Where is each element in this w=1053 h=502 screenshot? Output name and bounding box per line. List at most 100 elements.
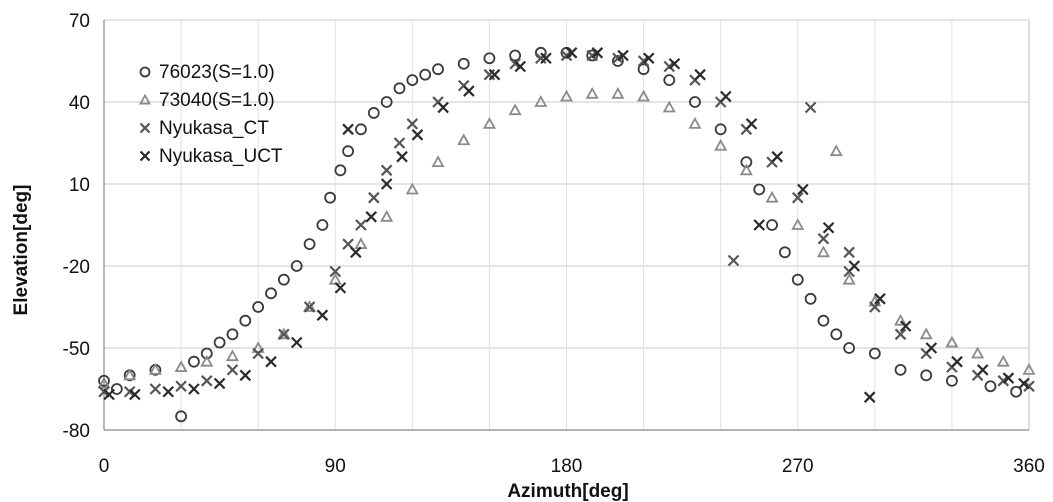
data-point (342, 145, 354, 158)
data-point (688, 117, 702, 129)
y-tick-label: 40 (69, 93, 90, 114)
data-point (239, 314, 252, 327)
data-point (129, 388, 141, 401)
data-point (874, 293, 886, 305)
data-point (727, 254, 740, 267)
data-point (342, 123, 354, 136)
legend-label: 76023(S=1.0) (159, 62, 275, 83)
data-point (797, 183, 809, 196)
data-point (894, 328, 907, 341)
data-point (945, 335, 959, 348)
data-point (411, 129, 424, 141)
data-point (123, 368, 137, 381)
data-point (149, 383, 162, 395)
data-point (277, 273, 290, 286)
data-point (110, 383, 123, 395)
data-point (791, 218, 805, 230)
data-point (303, 301, 316, 313)
data-point (200, 354, 214, 367)
data-point (508, 103, 522, 116)
data-point (463, 85, 475, 97)
data-point (457, 57, 470, 70)
data-point (830, 328, 843, 341)
data-point (822, 221, 835, 234)
data-point (188, 355, 200, 368)
data-point (791, 191, 804, 204)
data-point (779, 246, 791, 259)
data-point (804, 292, 817, 305)
data-point (213, 336, 226, 349)
data-point (252, 347, 264, 360)
data-point (951, 355, 963, 368)
data-point (98, 374, 110, 387)
legend-entry: 76023(S=1.0) (139, 62, 275, 83)
data-point (1002, 372, 1015, 384)
data-point (585, 86, 599, 99)
x-tick-label: 90 (325, 456, 346, 477)
data-point (396, 150, 408, 163)
data-point (380, 178, 393, 190)
data-point (367, 107, 380, 119)
data-point (316, 219, 329, 231)
data-point (303, 300, 317, 312)
data-point (816, 245, 830, 258)
data-point (393, 82, 406, 95)
data-point (894, 363, 907, 376)
data-point (946, 374, 958, 387)
data-point (488, 68, 501, 81)
data-point (662, 100, 676, 113)
data-point (303, 238, 316, 251)
data-point (509, 49, 522, 62)
data-point (334, 164, 347, 177)
data-point (278, 328, 290, 341)
series-0 (98, 46, 1023, 423)
data-point (996, 354, 1010, 367)
data-point (265, 287, 277, 300)
legend-label: Nyukasa_CT (159, 118, 269, 139)
data-point (514, 60, 527, 73)
y-tick-label: 70 (69, 11, 90, 32)
data-point (380, 96, 393, 108)
data-point (919, 327, 933, 340)
data-point (1022, 363, 1036, 375)
data-point (175, 410, 187, 423)
y-tick-label: 10 (69, 175, 90, 196)
data-point (642, 52, 655, 65)
data-point (355, 219, 367, 231)
data-point (380, 164, 393, 177)
data-point (380, 209, 394, 222)
data-point (540, 52, 552, 65)
legend-marker (139, 150, 151, 162)
data-point (663, 74, 676, 87)
data-point (432, 63, 444, 76)
data-point (162, 385, 175, 398)
data-point (771, 150, 783, 163)
data-point (843, 246, 855, 259)
data-point (535, 52, 547, 65)
y-tick-label: -80 (63, 421, 90, 442)
data-point (324, 191, 337, 204)
data-point (334, 282, 347, 294)
data-point (842, 272, 856, 285)
data-point (689, 96, 701, 108)
series-3 (103, 47, 1030, 403)
data-point (175, 380, 187, 393)
legend-entry: 73040(S=1.0) (138, 90, 275, 111)
data-point (720, 90, 732, 103)
data-point (103, 388, 115, 401)
data-point (355, 123, 367, 136)
data-point (753, 183, 766, 196)
data-point (869, 301, 881, 313)
legend-marker (138, 93, 152, 105)
data-point (350, 246, 362, 259)
x-tick-label: 0 (99, 456, 110, 477)
data-point (766, 219, 778, 231)
data-point (200, 375, 213, 387)
data-point (559, 89, 574, 102)
data-point (290, 336, 303, 349)
data-point (745, 118, 758, 130)
data-point (419, 68, 432, 81)
series-1 (97, 86, 1036, 389)
data-point (863, 391, 876, 403)
